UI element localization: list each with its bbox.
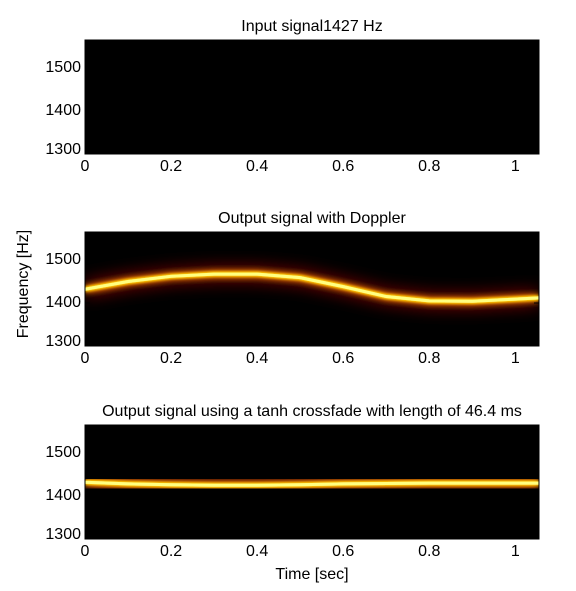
subplot-title: Input signal1427 Hz [241,18,382,35]
y-tick-label: 1500 [45,251,81,268]
x-tick-label: 0.4 [246,158,268,175]
spectrogram-background [85,40,539,154]
y-tick-label: 1500 [45,444,81,461]
subplot-title: Output signal using a tanh crossfade wit… [102,403,522,420]
axes-frame [84,424,540,540]
x-tick-label: 0.2 [160,543,182,560]
x-tick-label: 0 [81,350,90,367]
x-tick-label: 0.2 [160,158,182,175]
x-axis-label: Time [sec] [275,566,348,583]
y-tick-label: 1400 [45,102,81,119]
spectrogram-background [85,232,539,346]
x-tick-label: 0.8 [418,543,440,560]
x-tick-label: 1 [511,350,520,367]
y-tick-label: 1300 [45,333,81,350]
y-axis-label: Frequency [Hz] [15,230,32,338]
y-tick-label: 1400 [45,294,81,311]
x-tick-label: 1 [511,543,520,560]
y-tick-label: 1500 [45,59,81,76]
frequency-ridge [85,480,539,487]
x-tick-label: 0.8 [418,158,440,175]
axes-frame [84,231,540,347]
y-tick-label: 1300 [45,141,81,158]
x-tick-label: 0.6 [332,543,354,560]
subplot: 1300 1400 1500 0 0.2 0.4 0.6 0.8 1 Output signal … [45,403,540,583]
subplot: 1300 1400 1500 0 0.2 0.4 0.6 0.8 1 Input signal14… [45,18,540,175]
x-tick-label: 0 [81,543,90,560]
x-tick-label: 0.8 [418,350,440,367]
x-tick-label: 0 [81,158,90,175]
subplot: 1300 1400 1500 0 0.2 0.4 0.6 0.8 1 Output signal … [15,210,540,367]
x-tick-label: 0.2 [160,350,182,367]
x-tick-label: 1 [511,158,520,175]
y-tick-label: 1400 [45,487,81,504]
x-tick-label: 0.4 [246,543,268,560]
frequency-ridge [85,272,539,303]
x-tick-label: 0.6 [332,350,354,367]
y-tick-label: 1300 [45,526,81,543]
x-tick-label: 0.6 [332,158,354,175]
x-tick-label: 0.4 [246,350,268,367]
axes-frame [84,39,540,155]
subplot-title: Output signal with Doppler [218,210,406,227]
